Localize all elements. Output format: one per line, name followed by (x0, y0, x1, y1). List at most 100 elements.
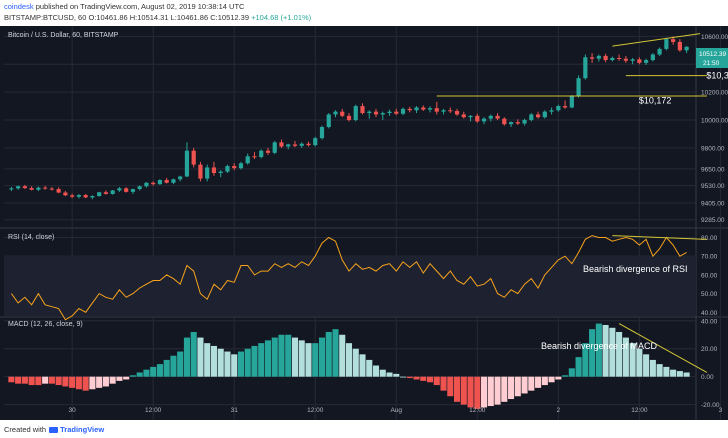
macd-bar (467, 376, 474, 408)
candle-body (562, 106, 568, 108)
candle-body (475, 115, 480, 122)
macd-panel (8, 323, 690, 409)
macd-bar (271, 337, 278, 377)
macd-bar (508, 376, 515, 400)
created-with-text: Created with (4, 425, 47, 434)
macd-bar (251, 345, 258, 377)
macd-bar (649, 359, 656, 377)
candle-body (569, 96, 574, 108)
macd-bar (339, 334, 346, 377)
candle-body (657, 48, 662, 55)
macd-bar (548, 376, 555, 383)
macd-bar (345, 343, 353, 377)
price-tick-label: 9800.00 (701, 145, 725, 152)
candle-body (184, 150, 190, 177)
candle-body (340, 111, 345, 116)
candle-body (461, 114, 466, 118)
candle-body (198, 164, 203, 179)
candle-body (468, 115, 473, 118)
candle-body (144, 182, 149, 187)
candle-body (43, 187, 48, 189)
tradingview-link[interactable]: TradingView (60, 425, 105, 434)
candle-body (157, 179, 163, 185)
author-link[interactable]: coindesk (4, 2, 34, 11)
macd-bar (521, 376, 528, 394)
candle-body (360, 106, 365, 114)
macd-bar (237, 351, 244, 377)
candle-body (22, 186, 27, 189)
last-price-badge (696, 48, 728, 68)
candle-body (333, 111, 338, 115)
rsi-divergence-annotation: Bearish divergence of RSI (583, 264, 688, 274)
x-tick-label: 12:00 (631, 407, 648, 414)
candle-body (502, 118, 507, 125)
macd-tick-label: 20.00 (701, 346, 718, 353)
macd-bar (399, 376, 407, 378)
candle-body (90, 196, 95, 198)
macd-bar (379, 369, 386, 377)
macd-bar (123, 376, 130, 380)
candle-body (83, 195, 88, 198)
candle-body (549, 110, 554, 112)
macd-bar (55, 376, 62, 386)
candle-body (488, 115, 493, 119)
macd-bar (609, 327, 616, 377)
candle-body (326, 114, 331, 127)
candle-body (245, 156, 250, 164)
price-tick-label: 9285.00 (701, 217, 725, 224)
candle-body (414, 107, 419, 111)
rsi-tick-label: 70.00 (701, 254, 718, 261)
macd-bar (264, 340, 272, 377)
macd-bar (447, 376, 454, 397)
candle-body (313, 138, 318, 146)
macd-bar (393, 373, 400, 377)
rsi-band (4, 256, 696, 316)
candle-body (76, 195, 81, 197)
candle-body (630, 59, 635, 61)
x-tick-label: Aug (390, 407, 402, 414)
macd-bar (386, 372, 393, 377)
candle-body (171, 179, 176, 183)
macd-bar (663, 366, 670, 377)
macd-bar (616, 331, 623, 377)
candle-body (481, 118, 487, 122)
macd-bar (406, 376, 413, 379)
macd-bar (89, 376, 96, 390)
candle-body (373, 111, 379, 115)
price-level-annotation-0: $10,318 (706, 71, 728, 81)
candle-body (394, 111, 399, 114)
candle-body (137, 186, 142, 190)
countdown-label: 21:50 (703, 60, 720, 67)
candle-body (427, 108, 433, 110)
candle-body (286, 144, 291, 147)
macd-bar (102, 376, 109, 387)
x-tick-label: 31 (231, 407, 239, 414)
macd-bar (278, 334, 285, 377)
candle-body (508, 122, 514, 125)
chart-canvas[interactable]: 10600.0010400.0010200.0010000.009800.009… (0, 26, 728, 420)
macd-tick-label: 0.00 (701, 374, 714, 381)
candle-body (306, 143, 311, 146)
annotations: $10,318 $10,172 (436, 33, 728, 373)
candle-body (70, 195, 75, 197)
macd-bar (177, 351, 184, 377)
macd-bar (231, 354, 238, 377)
macd-bar (143, 369, 150, 377)
x-tick-label: 12:00 (145, 407, 162, 414)
macd-bar (372, 365, 380, 377)
macd-bar (595, 323, 602, 377)
candle-body (63, 192, 68, 196)
candle-body (211, 167, 217, 174)
candle-body (684, 46, 689, 51)
footer: Created with TradingView (0, 420, 728, 438)
macd-bar (69, 376, 76, 388)
macd-bar (454, 376, 461, 402)
candle-body (650, 54, 655, 61)
macd-bar (562, 375, 569, 377)
macd-bar (535, 376, 542, 388)
macd-bar (28, 376, 35, 386)
candle-body (103, 192, 109, 194)
macd-bar (129, 375, 136, 377)
candle-body (259, 150, 264, 157)
macd-bar (183, 337, 190, 377)
